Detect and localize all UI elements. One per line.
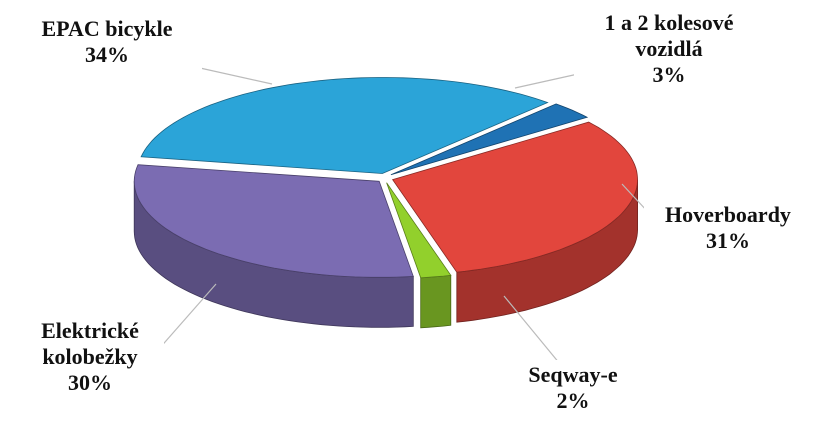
leader-line bbox=[199, 67, 273, 85]
slice-side bbox=[420, 274, 452, 329]
slice bbox=[391, 121, 638, 273]
slice bbox=[133, 164, 414, 278]
value-label: 2% bbox=[556, 388, 590, 413]
slice bbox=[140, 77, 549, 174]
slice-label: Seqway-e 2% bbox=[506, 360, 640, 416]
value-label: 31% bbox=[706, 228, 750, 253]
slice-label: Hoverboardy 31% bbox=[644, 200, 812, 256]
slice-label: EPAC bicykle 34% bbox=[12, 14, 202, 70]
category-name: Seqway-e bbox=[528, 362, 618, 387]
value-label: 30% bbox=[68, 370, 112, 395]
leader-line bbox=[503, 295, 561, 365]
slice-label: Elektrické kolobežky 30% bbox=[16, 316, 164, 398]
slice-label: 1 a 2 kolesové vozidlá 3% bbox=[574, 8, 764, 90]
category-name: EPAC bicykle bbox=[41, 16, 173, 41]
slice bbox=[386, 182, 452, 279]
leader-line bbox=[157, 283, 217, 351]
category-name: 1 a 2 kolesové vozidlá bbox=[604, 10, 734, 61]
slice bbox=[390, 103, 589, 176]
category-name: Hoverboardy bbox=[665, 202, 791, 227]
value-label: 3% bbox=[652, 62, 686, 87]
category-name: Elektrické kolobežky bbox=[41, 318, 139, 369]
leader-line bbox=[621, 183, 649, 213]
leader-line bbox=[514, 73, 579, 89]
value-label: 34% bbox=[85, 42, 129, 67]
